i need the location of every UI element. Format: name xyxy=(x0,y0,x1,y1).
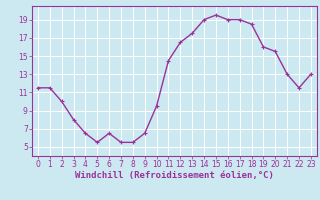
X-axis label: Windchill (Refroidissement éolien,°C): Windchill (Refroidissement éolien,°C) xyxy=(75,171,274,180)
